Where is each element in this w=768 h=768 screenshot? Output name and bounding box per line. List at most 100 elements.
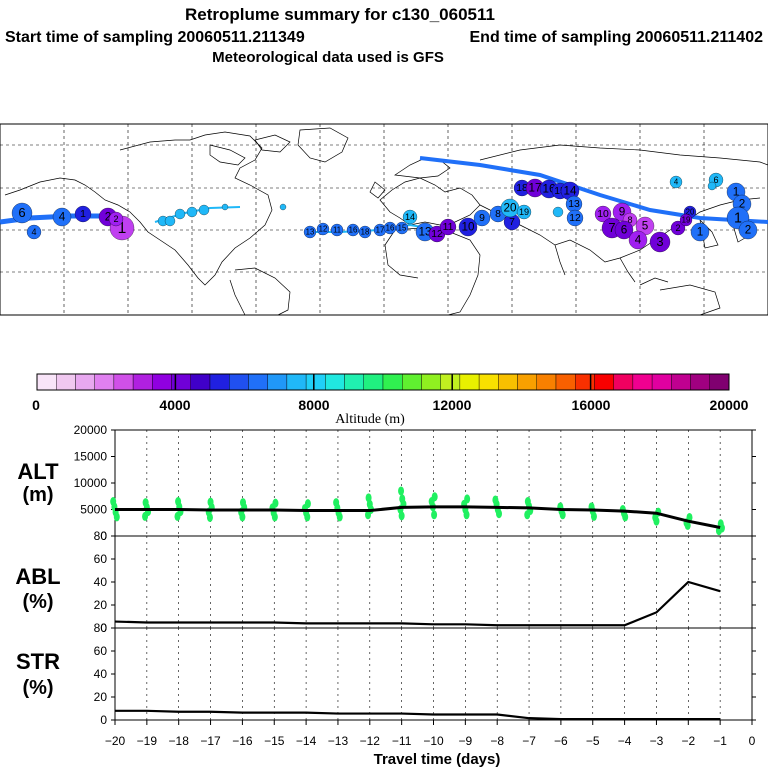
trajectory-marker <box>74 205 92 223</box>
trajectory-marker <box>221 203 229 211</box>
trajectory-day-label: 2 <box>745 224 752 237</box>
trajectory-day-label: 19 <box>519 207 529 217</box>
str-series-line <box>115 709 721 721</box>
trajectory-marker <box>303 225 317 239</box>
trajectory-day-label: 12 <box>319 224 328 233</box>
colorbar-swatch <box>632 373 653 391</box>
colorbar-tick-label: 20000 <box>710 397 749 413</box>
trajectory-day-label: 20 <box>686 207 695 216</box>
y-tick-label: 60 <box>94 552 108 566</box>
colorbar-tick-label: 4000 <box>159 397 190 413</box>
trajectory-day-label: 19 <box>682 215 691 224</box>
trajectory-day-label: 6 <box>621 224 628 237</box>
trajectory-day-label: 4 <box>635 234 642 247</box>
trajectory-marker <box>669 175 683 189</box>
trajectory-day-label: 14 <box>563 185 577 198</box>
trajectory-day-label: 2 <box>739 198 746 211</box>
y-tick-label: 80 <box>94 529 108 543</box>
y-tick-label: 40 <box>94 575 108 589</box>
x-tick-label: −6 <box>554 734 568 748</box>
colorbar-swatch <box>267 373 288 391</box>
trajectory-day-label: 10 <box>597 209 609 220</box>
x-tick-label: −14 <box>296 734 317 748</box>
trajectory-day-label: 9 <box>619 206 626 219</box>
x-tick-label: −20 <box>105 734 126 748</box>
trajectory-day-label: 4 <box>59 211 66 224</box>
trajectory-day-label: 20 <box>503 202 517 215</box>
trajectory-marker <box>738 220 758 240</box>
trajectory-day-label: 2 <box>675 223 680 233</box>
y-tick-label: 20 <box>94 690 108 704</box>
x-tick-label: −3 <box>650 734 664 748</box>
colorbar-swatch <box>344 373 364 391</box>
alt-data-point <box>304 512 311 522</box>
trajectory-day-label: 14 <box>405 212 415 222</box>
alt-data-point <box>653 516 660 526</box>
trajectory-day-label: 15 <box>554 186 566 197</box>
colorbar-swatch <box>517 373 537 391</box>
trajectory-day-label: 2 <box>105 211 112 224</box>
panel-frame <box>114 535 753 629</box>
x-tick-label: −16 <box>232 734 253 748</box>
x-tick-label: −13 <box>328 734 349 748</box>
trajectory-day-label: 2 <box>113 214 118 224</box>
colorbar-tick-label: 12000 <box>433 397 472 413</box>
trajectory-day-label: 13 <box>306 227 315 236</box>
colorbar-swatch <box>478 373 499 391</box>
abl-panel-unit: (%) <box>22 591 53 613</box>
colorbar-swatch <box>421 373 441 391</box>
abl-panel: 0 20 40 60 80 <box>94 529 756 635</box>
colorbar-swatch <box>229 373 249 391</box>
alt-data-point <box>239 512 246 522</box>
trajectory-day-label: 16 <box>349 225 358 234</box>
trajectory-marker <box>552 206 564 218</box>
trajectory-day-label: 1 <box>80 209 86 220</box>
colorbar-swatch <box>690 373 710 391</box>
colorbar-tick-label: 8000 <box>298 397 329 413</box>
trajectory-marker <box>690 222 710 242</box>
y-tick-label: 80 <box>94 621 108 635</box>
trajectory-marker <box>174 208 186 220</box>
trajectory-day-label: 4 <box>674 177 679 186</box>
trajectory-day-label: 1 <box>118 220 127 237</box>
panel-frame <box>114 627 753 721</box>
alt-data-point <box>206 512 213 522</box>
coastlines <box>4 127 768 316</box>
trajectory-day-label: 7 <box>509 217 515 228</box>
x-tick-label: −17 <box>200 734 221 748</box>
str-panel-unit: (%) <box>22 677 53 699</box>
colorbar-swatch <box>132 373 153 391</box>
alt-data-point <box>524 510 531 520</box>
trajectory-marker <box>316 222 330 236</box>
y-tick-label: 40 <box>94 667 108 681</box>
x-tick-label: −10 <box>423 734 444 748</box>
trajectory-marker <box>279 203 287 211</box>
trajectory-day-label: 1 <box>734 210 742 226</box>
colorbar-swatch <box>709 373 730 391</box>
trajectory-marker <box>670 220 686 236</box>
trajectory-day-label: 1 <box>733 186 740 199</box>
colorbar-swatch <box>171 373 191 391</box>
alt-data-point <box>336 512 343 522</box>
colorbar-swatch <box>113 373 134 391</box>
x-tick-label: −7 <box>522 734 536 748</box>
trajectory-day-label: 9 <box>479 213 485 224</box>
colorbar-swatch <box>594 373 614 391</box>
trajectory-marker <box>439 218 457 236</box>
str-panel-label: STR <box>16 649 60 674</box>
trajectory-day-label: 17 <box>376 225 385 234</box>
x-tick-label: −19 <box>137 734 158 748</box>
colorbar-swatch <box>305 373 326 391</box>
trajectory-marker <box>402 209 418 225</box>
alt-data-point <box>398 511 405 521</box>
trajectory-day-label: 6 <box>713 175 718 185</box>
trajectory-day-label: 13 <box>418 226 431 239</box>
trajectory-marker <box>707 181 717 191</box>
trajectory-day-label: 16 <box>386 223 395 232</box>
colorbar-swatch <box>459 373 480 391</box>
y-tick-label: 0 <box>100 621 107 635</box>
end-time-label: End time of sampling 20060511.211402 <box>470 29 764 46</box>
alt-data-point <box>431 510 438 520</box>
